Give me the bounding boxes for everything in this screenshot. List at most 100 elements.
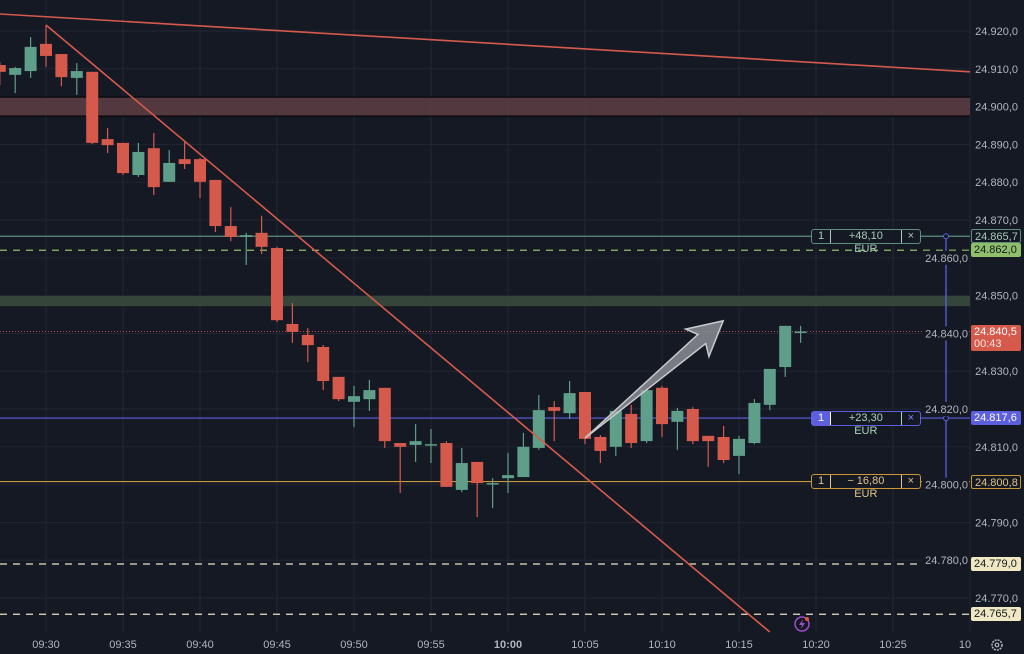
candle-body [455, 463, 468, 490]
candle [486, 478, 499, 509]
position-label[interactable]: 1 +23,30 EUR × [811, 410, 921, 437]
candle-body [394, 443, 407, 447]
candle [640, 387, 653, 444]
price-zone [0, 97, 970, 117]
position-label[interactable]: 1 +48,10 EUR × [811, 228, 921, 255]
price-axis-tag: 24.862,0 [971, 243, 1021, 258]
close-position-button[interactable]: × [907, 411, 914, 424]
close-position-button[interactable]: × [907, 229, 914, 242]
price-tag-label: 24.817,6 [974, 412, 1017, 425]
candle [255, 215, 268, 255]
y-axis-tick-label-background [922, 250, 969, 265]
candle-body [502, 475, 514, 479]
price-tag-label: 24.865,7 [975, 231, 1018, 244]
candle [209, 179, 222, 233]
candle [779, 325, 792, 377]
close-position-button[interactable]: × [907, 475, 914, 488]
candle [363, 379, 376, 411]
price-zone [0, 295, 970, 307]
candle [40, 24, 52, 67]
candle-body [332, 376, 345, 400]
y-axis-tick-label-background [922, 402, 969, 416]
candle-body [656, 387, 668, 425]
candle [301, 328, 314, 363]
candle [224, 207, 237, 242]
candle [178, 142, 191, 169]
candle [702, 435, 715, 467]
candle-body [24, 46, 37, 72]
candle [440, 441, 453, 487]
lightning-icon-ring [794, 616, 810, 632]
candle [563, 381, 576, 419]
candle-body [70, 71, 83, 78]
candle [55, 54, 68, 87]
candle [117, 142, 129, 176]
candle-body [301, 334, 314, 346]
candle [394, 443, 407, 493]
candle-body [779, 325, 792, 368]
candle-body [255, 232, 268, 247]
candle-body [0, 65, 6, 72]
trendline [0, 13, 971, 73]
candle [733, 435, 745, 475]
position-quantity: 1 [812, 229, 832, 243]
y-axis-tick-label: 24.850,0 [975, 291, 1018, 303]
price-axis-tag: 24.865,7 [971, 229, 1021, 244]
x-axis-tick-label: 09:40 [186, 639, 214, 651]
candle-body [794, 331, 807, 334]
y-axis-tick-label: 24.820,0 [925, 404, 968, 416]
candle [686, 407, 699, 445]
price-tag-label: 24.800,8 [975, 476, 1018, 489]
candle-body [132, 151, 145, 176]
x-axis-tick-label: 10:15 [725, 639, 753, 651]
candle-body [378, 387, 391, 442]
candle [763, 368, 776, 411]
price-axis-tag: 24.800,8 [971, 474, 1021, 489]
candle [147, 133, 160, 196]
bar-countdown: 00:43 [974, 337, 1002, 350]
candle-body [609, 410, 622, 447]
position-label[interactable]: 1− 16,80 EUR × [811, 474, 921, 500]
y-axis-tick-label-background [922, 553, 969, 568]
candle [101, 128, 114, 154]
candle-body [717, 436, 730, 461]
y-axis-tick-label: 24.830,0 [975, 366, 1018, 378]
last-price-value: 24.840,5 [974, 325, 1017, 338]
candle [502, 452, 514, 493]
candle-body [240, 235, 253, 238]
candle [471, 461, 484, 518]
candle [163, 150, 176, 182]
x-axis-tick-label: 09:50 [340, 639, 368, 651]
y-axis-tick-label: 24.810,0 [975, 442, 1018, 454]
candle-body [471, 461, 484, 484]
candle [409, 424, 422, 462]
x-axis-tick-label: 10:20 [802, 639, 830, 651]
y-axis-tick-label: 24.890,0 [975, 139, 1018, 151]
price-tag-label: 24.779,0 [974, 557, 1017, 570]
x-axis-tick-label: 10:25 [879, 639, 907, 651]
position-pnl: +23,30 EUR [831, 411, 902, 437]
candle-body [224, 226, 237, 238]
candle [532, 395, 545, 450]
candle-body [409, 441, 422, 445]
candle-body [671, 410, 684, 422]
notification-dot [805, 617, 809, 621]
y-axis-tick-label: 24.790,0 [975, 517, 1018, 529]
candle [240, 232, 253, 265]
candle-body [763, 368, 776, 405]
price-tag-label: 24.765,7 [974, 608, 1017, 621]
y-axis-tick-label: 24.870,0 [975, 215, 1018, 227]
gear-icon[interactable] [991, 639, 1003, 651]
lightning-icon-bolt [799, 619, 805, 629]
position-quantity: 1 [812, 411, 832, 425]
candle [425, 429, 437, 464]
candle [671, 407, 684, 450]
lightning-icon[interactable] [794, 616, 810, 632]
position-pnl: +48,10 EUR [831, 229, 902, 255]
candle-body [178, 159, 191, 165]
candle-body [209, 179, 222, 227]
candle-body [363, 390, 376, 400]
price-tag-label: 24.862,0 [974, 244, 1017, 257]
candle-body [532, 410, 545, 448]
